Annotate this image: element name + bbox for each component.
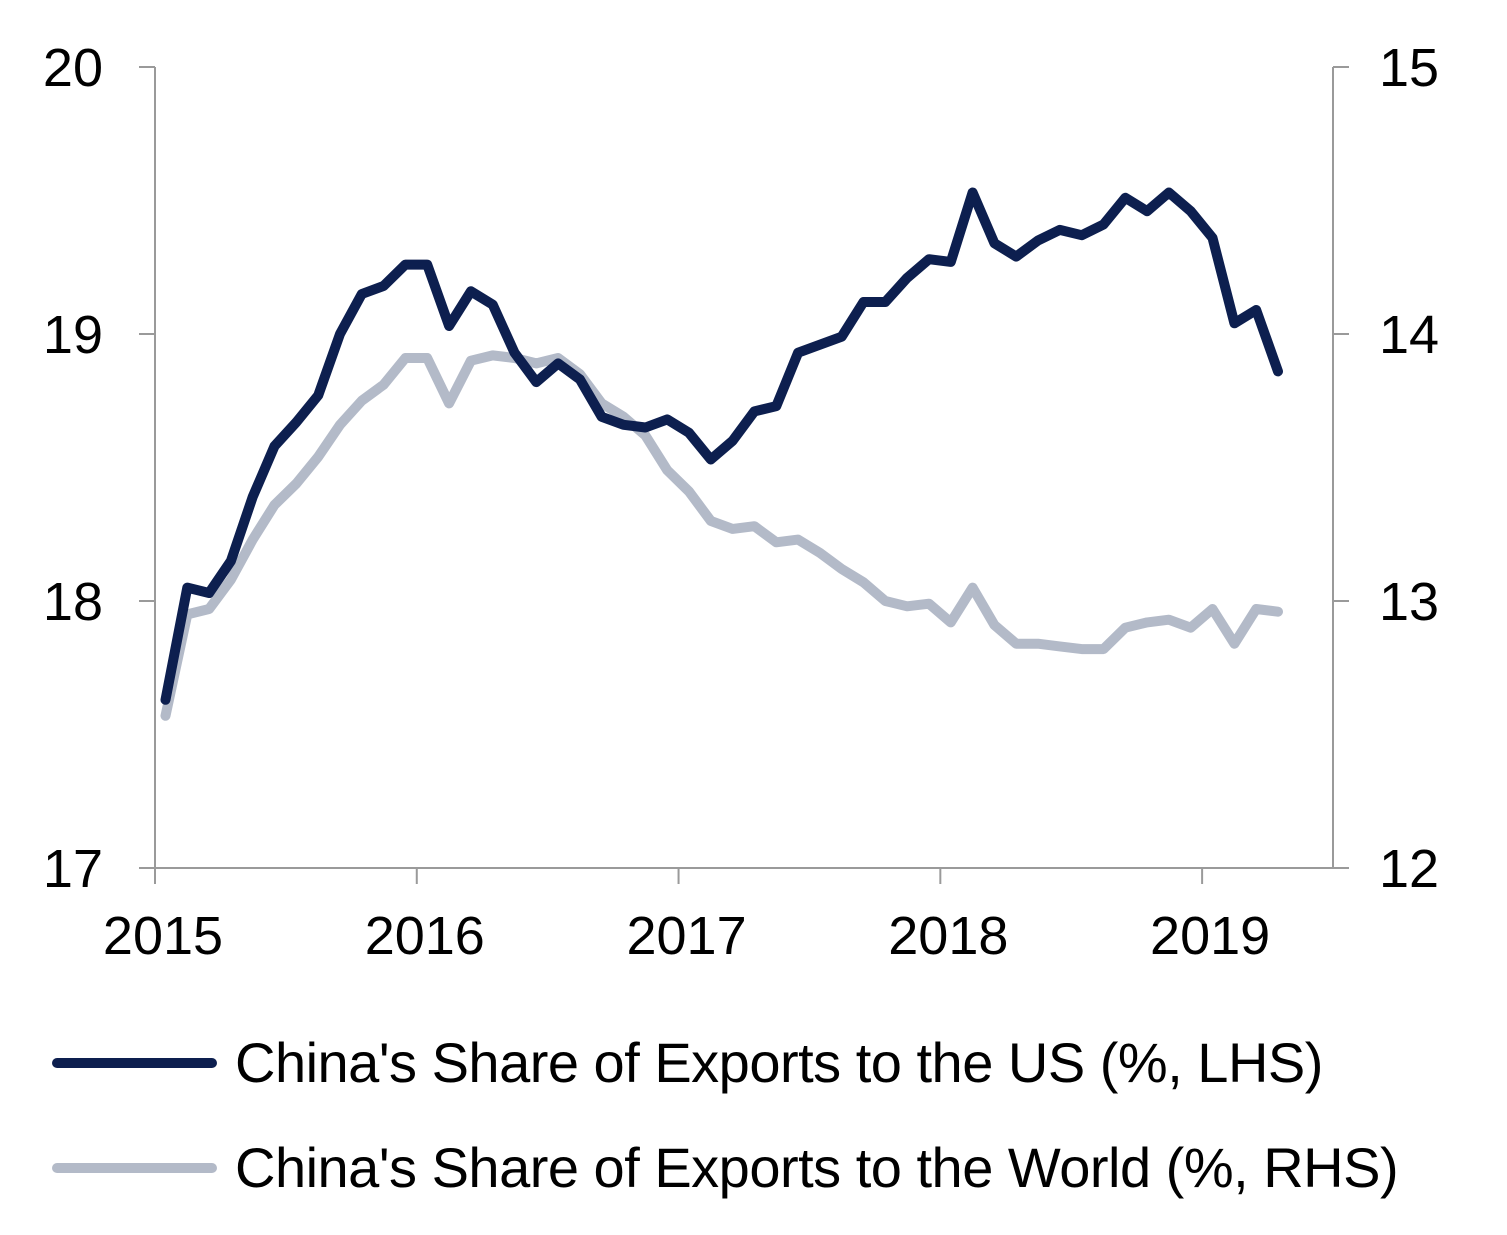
legend-label-world: China's Share of Exports to the World (%… xyxy=(235,1136,1399,1199)
chart-axes xyxy=(139,66,1349,884)
dual-axis-line-chart: 17 18 19 20 12 13 14 15 2015 2016 2017 2018 2019 xyxy=(43,38,1439,966)
series-line-us xyxy=(160,187,1283,705)
x-tick-label: 2016 xyxy=(365,906,485,966)
x-tick-label: 2017 xyxy=(626,906,746,966)
y-right-tick-label: 14 xyxy=(1379,305,1439,365)
y-left-tick-label: 19 xyxy=(43,305,103,365)
series-line-world xyxy=(160,350,1283,721)
y-right-tick-label: 15 xyxy=(1379,38,1439,98)
legend-swatch-us xyxy=(52,1057,217,1068)
legend-label-us: China's Share of Exports to the US (%, L… xyxy=(235,1031,1323,1094)
y-left-tick-label: 18 xyxy=(43,572,103,632)
x-tick-label: 2018 xyxy=(888,906,1008,966)
legend-item-us: China's Share of Exports to the US (%, L… xyxy=(52,1010,1398,1115)
x-tick-label: 2015 xyxy=(103,906,223,966)
y-right-tick-label: 13 xyxy=(1379,572,1439,632)
y-left-tick-label: 17 xyxy=(43,839,103,899)
y-right-tick-label: 12 xyxy=(1379,839,1439,899)
chart-series-lines xyxy=(160,187,1283,721)
legend-item-world: China's Share of Exports to the World (%… xyxy=(52,1115,1399,1220)
y-left-tick-label: 20 xyxy=(43,38,103,98)
chart-legend: China's Share of Exports to the US (%, L… xyxy=(52,1010,1399,1220)
x-tick-label: 2019 xyxy=(1150,906,1270,966)
legend-swatch-world xyxy=(52,1162,217,1173)
chart-tick-labels: 17 18 19 20 12 13 14 15 2015 2016 2017 2018 2019 xyxy=(43,38,1439,966)
